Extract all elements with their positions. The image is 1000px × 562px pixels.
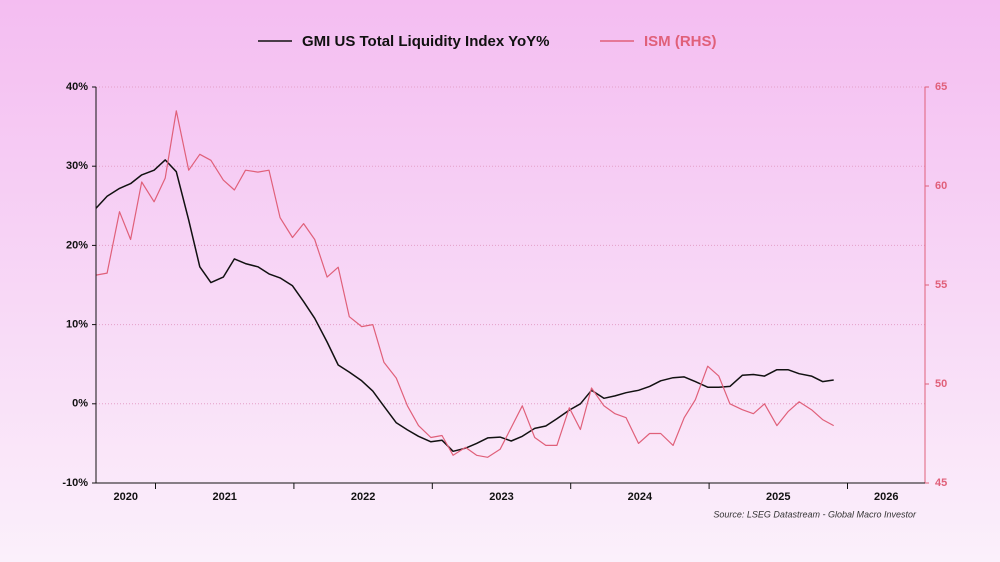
y-tick-label: 30%	[66, 160, 88, 172]
y2-tick-label: 50	[935, 378, 947, 390]
axes: -10% 0% 10% 20% 30% 40% 45 50 55 60 65 2020 2021 2022…	[62, 81, 947, 503]
source-note: Source: LSEG Datastream - Global Macro I…	[713, 509, 917, 519]
series-line	[95, 159, 834, 453]
x-tick-label: 2022	[351, 491, 375, 503]
y2-tick-label: 60	[935, 180, 947, 192]
y-tick-label: -10%	[62, 477, 88, 489]
x-tick-label: 2020	[114, 491, 138, 503]
series-line	[95, 110, 834, 458]
plot	[95, 110, 834, 458]
y-tick-label: 10%	[66, 319, 88, 331]
x-tick-label: 2025	[766, 491, 790, 503]
y2-tick-label: 55	[935, 279, 947, 291]
y-tick-label: 20%	[66, 239, 88, 251]
x-tick-label: 2023	[489, 491, 513, 503]
legend: GMI US Total Liquidity Index YoY% ISM (RH…	[258, 33, 717, 50]
x-tick-label: 2024	[628, 491, 653, 503]
x-tick-label: 2021	[212, 491, 236, 503]
y2-tick-label: 65	[935, 81, 947, 93]
y-tick-label: 0%	[72, 398, 88, 410]
legend-label: GMI US Total Liquidity Index YoY%	[302, 33, 550, 50]
y2-tick-label: 45	[935, 477, 947, 489]
x-tick-label: 2026	[874, 491, 898, 503]
y-tick-label: 40%	[66, 81, 88, 93]
legend-label: ISM (RHS)	[644, 33, 717, 50]
